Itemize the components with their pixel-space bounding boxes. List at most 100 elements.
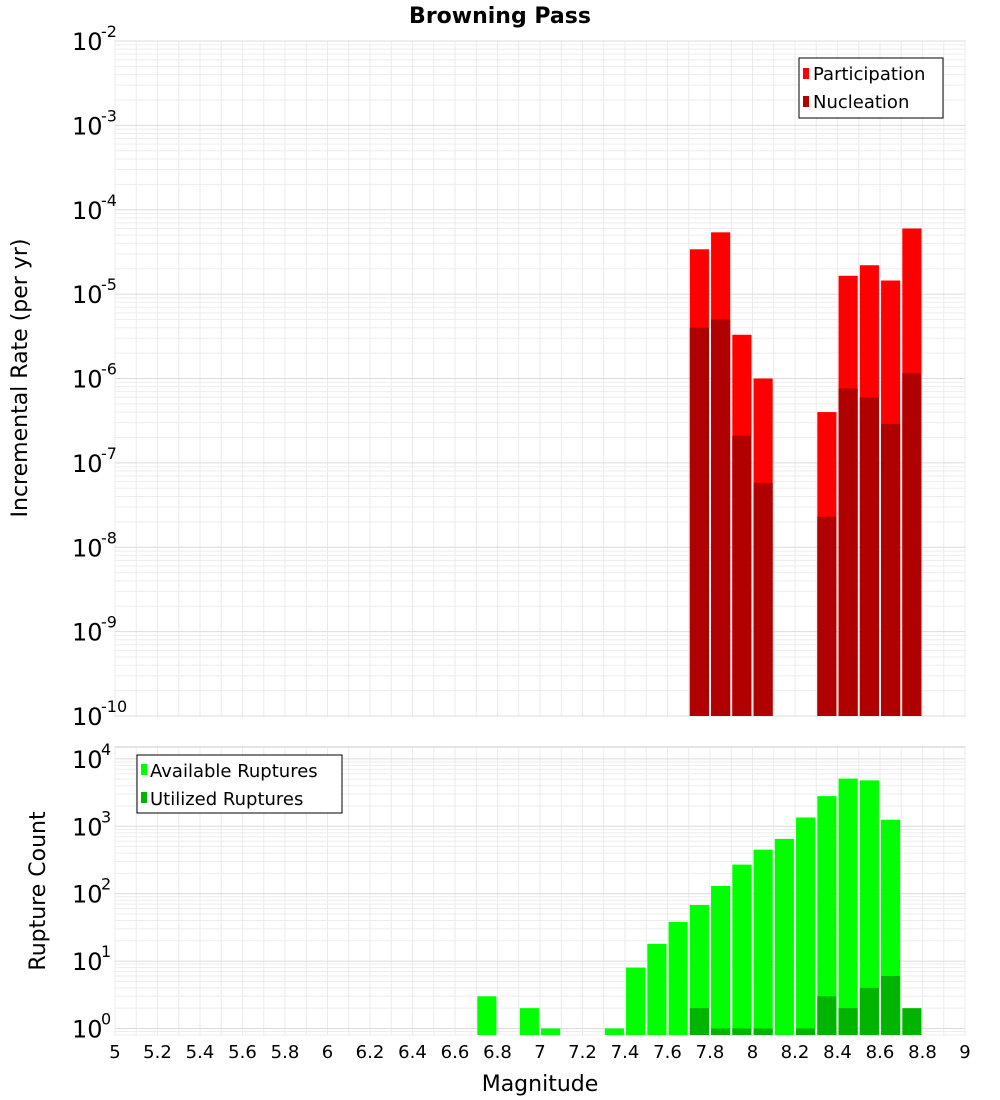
legend-swatch-available-ruptures	[141, 764, 147, 775]
utilized-ruptures-bar	[753, 1028, 773, 1035]
y-tick-base: 10	[72, 28, 103, 56]
utilized-ruptures-bar	[732, 1028, 752, 1035]
y-tick-label: 10-3	[72, 106, 117, 140]
available-ruptures-bar	[774, 838, 794, 1035]
y-tick-label: 10-2	[72, 22, 117, 56]
available-ruptures-bar	[689, 904, 709, 1035]
nucleation-bar	[732, 435, 752, 716]
available-ruptures-bar	[859, 780, 879, 1035]
x-tick-label: 8	[747, 1042, 758, 1063]
x-tick-label: 6.6	[441, 1042, 470, 1063]
legend-swatch-participation	[803, 68, 809, 79]
utilized-ruptures-bar	[796, 1028, 816, 1035]
x-tick-label: 7.2	[568, 1042, 597, 1063]
y-tick-label: 101	[72, 942, 111, 976]
y-tick-base: 10	[72, 112, 103, 140]
available-ruptures-bar	[647, 943, 667, 1035]
utilized-ruptures-bar	[902, 1008, 922, 1035]
y-tick-label: 104	[72, 740, 111, 774]
x-tick-label: 7.6	[653, 1042, 682, 1063]
available-ruptures-bar	[838, 778, 858, 1035]
y-tick-exponent: -7	[101, 444, 117, 463]
x-tick-label: 9	[959, 1042, 970, 1063]
legend-swatch-utilized-ruptures	[141, 792, 147, 803]
utilized-ruptures-bar	[881, 976, 901, 1035]
y-tick-label: 10-10	[72, 697, 127, 731]
legend-label-available-ruptures: Available Ruptures	[150, 761, 318, 782]
y-tick-base: 10	[72, 534, 103, 562]
y-tick-exponent: 4	[101, 740, 111, 759]
y-tick-base: 10	[72, 619, 103, 647]
count-bars	[477, 778, 922, 1035]
y-tick-exponent: 2	[101, 875, 111, 894]
x-tick-label: 8.2	[781, 1042, 810, 1063]
x-tick-label: 8.8	[908, 1042, 937, 1063]
x-tick-label: 5.8	[271, 1042, 300, 1063]
available-ruptures-bar	[541, 1028, 561, 1035]
available-ruptures-bar	[753, 849, 773, 1035]
x-tick-label: 6.8	[483, 1042, 512, 1063]
y-tick-exponent: -8	[101, 528, 117, 547]
nucleation-bar	[859, 397, 879, 716]
y-tick-label: 10-4	[72, 191, 117, 225]
y-tick-base: 10	[72, 881, 103, 909]
nucleation-bar	[711, 319, 731, 716]
y-tick-base: 10	[72, 703, 103, 731]
y-tick-exponent: -4	[101, 191, 117, 210]
count-legend: Available Ruptures Utilized Ruptures	[136, 754, 343, 814]
available-ruptures-bar	[668, 921, 688, 1035]
legend-label-utilized-ruptures: Utilized Ruptures	[150, 789, 303, 810]
rate-legend-box	[798, 57, 944, 119]
rate-legend: Participation Nucleation	[798, 57, 944, 119]
legend-label-nucleation: Nucleation	[813, 92, 909, 113]
y-tick-exponent: -3	[101, 106, 117, 125]
available-ruptures-bar	[477, 996, 497, 1035]
x-tick-label: 5.4	[186, 1042, 215, 1063]
available-ruptures-bar	[626, 967, 646, 1035]
rate-y-axis-label: Incremental Rate (per yr)	[8, 239, 33, 518]
x-tick-label: 5.6	[228, 1042, 257, 1063]
chart-title: Browning Pass	[409, 4, 591, 29]
y-tick-exponent: -6	[101, 360, 117, 379]
utilized-ruptures-bar	[817, 996, 837, 1035]
y-tick-label: 10-7	[72, 444, 117, 478]
count-x-ticks: 5 5.2 5.4 5.6 5.8 6 6.2 6.4 6.6 6.8 7 7.2 7.4 7.6 7.8 8…	[109, 1042, 970, 1063]
nucleation-bar	[902, 373, 922, 716]
nucleation-bar	[881, 423, 901, 716]
y-tick-base: 10	[72, 746, 103, 774]
y-tick-base: 10	[72, 813, 103, 841]
utilized-ruptures-bar	[711, 1028, 731, 1035]
nucleation-bar	[817, 516, 837, 716]
y-tick-exponent: -9	[101, 613, 117, 632]
y-tick-exponent: -2	[101, 22, 117, 41]
nucleation-bar	[838, 388, 858, 716]
y-tick-label: 10-8	[72, 528, 117, 562]
y-tick-exponent: -5	[101, 275, 117, 294]
nucleation-bar	[689, 327, 709, 716]
y-tick-exponent: -10	[101, 697, 127, 716]
count-legend-box	[136, 754, 343, 814]
x-tick-label: 7.8	[696, 1042, 725, 1063]
utilized-ruptures-bar	[689, 1008, 709, 1035]
available-ruptures-bar	[796, 817, 816, 1035]
available-ruptures-bar	[711, 885, 731, 1035]
y-tick-label: 10-9	[72, 613, 117, 647]
x-tick-label: 8.4	[823, 1042, 852, 1063]
utilized-ruptures-bar	[859, 987, 879, 1035]
y-tick-exponent: 3	[101, 807, 111, 826]
y-tick-base: 10	[72, 450, 103, 478]
count-y-axis-label: Rupture Count	[26, 811, 51, 971]
x-axis-label: Magnitude	[482, 1072, 599, 1097]
y-tick-label: 10-5	[72, 275, 117, 309]
y-tick-base: 10	[72, 197, 103, 225]
x-tick-label: 6	[322, 1042, 333, 1063]
x-tick-label: 6.2	[356, 1042, 385, 1063]
rate-grid	[114, 40, 966, 717]
y-tick-base: 10	[72, 1015, 103, 1043]
y-tick-label: 10-6	[72, 360, 117, 394]
y-tick-label: 102	[72, 875, 111, 909]
